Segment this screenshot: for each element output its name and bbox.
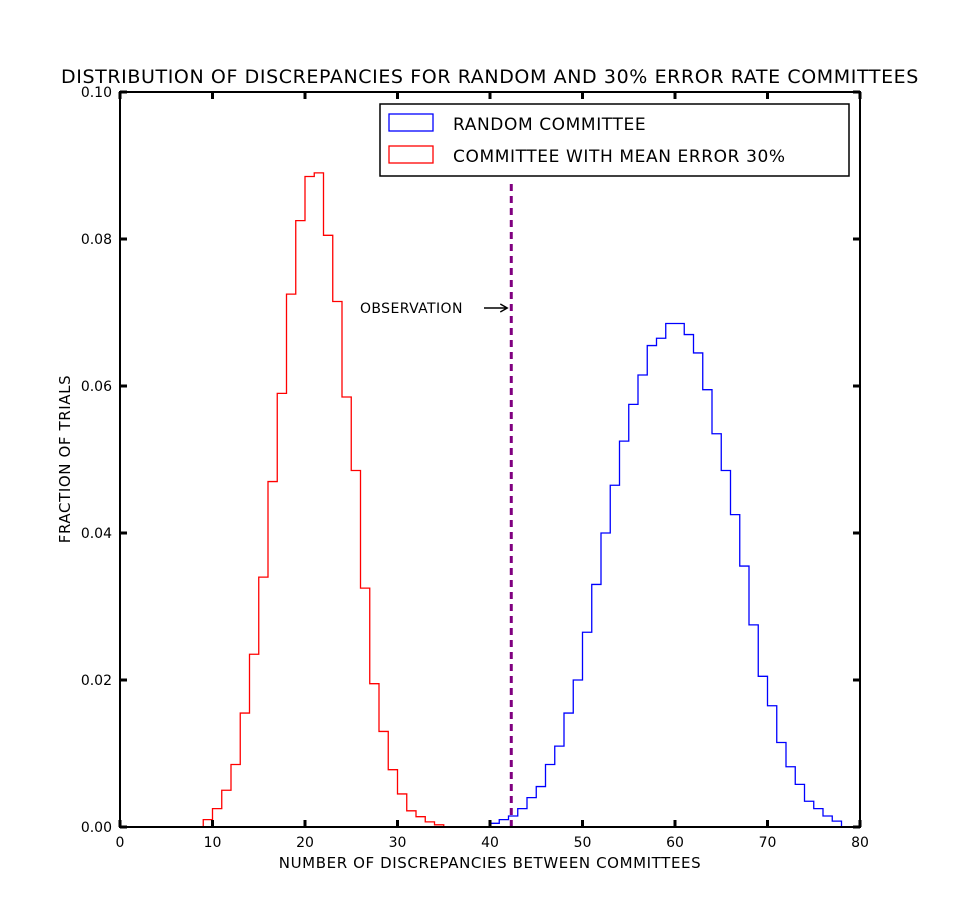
y-tick-label: 0.06	[81, 379, 112, 395]
x-tick-label: 80	[851, 835, 869, 851]
legend-box	[379, 103, 850, 177]
x-tick-label: 20	[296, 835, 314, 851]
y-tick-label: 0.10	[81, 85, 112, 101]
observation-label: OBSERVATION	[360, 301, 463, 317]
y-tick-label: 0.04	[81, 526, 112, 542]
legend-label-30pct: COMMITTEE WITH MEAN ERROR 30%	[453, 147, 786, 167]
y-tick-label: 0.02	[81, 673, 112, 689]
x-axis: 0 10 20 30 40 50 60 70 80	[116, 92, 869, 851]
plot-frame	[119, 91, 861, 828]
chart-title: DISTRIBUTION OF DISCREPANCIES FOR RANDOM…	[61, 66, 919, 88]
legend: RANDOM COMMITTEE COMMITTEE WITH MEAN ERR…	[379, 103, 850, 177]
x-tick-label: 40	[481, 835, 499, 851]
legend-label-random: RANDOM COMMITTEE	[453, 115, 646, 135]
x-tick-label: 50	[574, 835, 592, 851]
y-tick-label: 0.08	[81, 232, 112, 248]
x-tick-label: 30	[389, 835, 407, 851]
plot-area	[202, 172, 843, 827]
x-tick-label: 70	[759, 835, 777, 851]
x-tick-label: 10	[204, 835, 222, 851]
y-tick-label: 0.00	[81, 820, 112, 836]
histogram-random	[489, 322, 843, 827]
legend-swatch-random	[388, 113, 434, 132]
y-axis-label: FRACTION OF TRIALS	[56, 375, 74, 543]
legend-swatch-30pct	[388, 145, 434, 164]
observation-arrow	[484, 303, 509, 313]
x-tick-label: 0	[116, 835, 125, 851]
x-tick-label: 60	[666, 835, 684, 851]
y-axis: 0.00 0.02 0.04 0.06 0.08 0.10	[81, 85, 860, 836]
observation-annotation: OBSERVATION	[360, 301, 509, 317]
histogram-30pct	[202, 172, 445, 827]
x-axis-label: NUMBER OF DISCREPANCIES BETWEEN COMMITTE…	[279, 854, 701, 872]
